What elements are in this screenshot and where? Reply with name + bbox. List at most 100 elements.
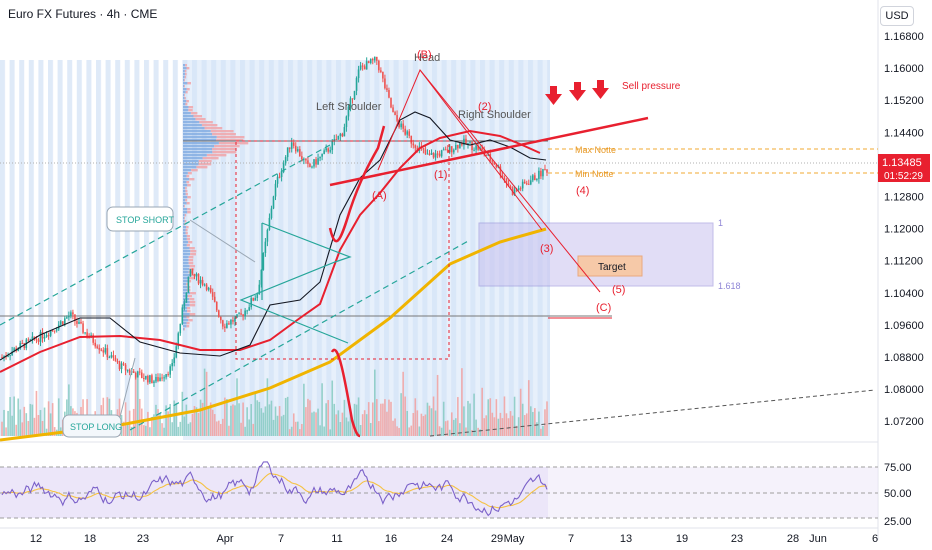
candle-body xyxy=(61,321,64,325)
volume-bar xyxy=(325,403,327,436)
volume-bar xyxy=(185,404,188,436)
volume-bar xyxy=(296,421,299,436)
candle-body xyxy=(177,333,180,347)
profile-bar xyxy=(183,88,187,91)
candle-body xyxy=(406,131,409,135)
candle-body xyxy=(3,355,5,358)
candle-body xyxy=(313,159,315,167)
candle-body xyxy=(319,156,321,159)
candle-body xyxy=(361,65,364,67)
volume-bar xyxy=(23,406,26,436)
profile-bar xyxy=(183,286,188,289)
stop-short-callout[interactable] xyxy=(106,206,256,263)
candle-body xyxy=(355,78,358,91)
currency-selector[interactable]: USD xyxy=(880,6,914,26)
profile-bar xyxy=(186,307,191,310)
candle-body xyxy=(238,313,240,315)
candle-body xyxy=(367,61,370,63)
volume-bar xyxy=(351,421,354,436)
candle-body xyxy=(181,307,184,324)
profile-bar xyxy=(183,139,217,142)
volume-bar xyxy=(367,402,370,436)
profile-bar xyxy=(183,136,217,139)
candle-body xyxy=(446,149,449,153)
candle-body xyxy=(147,375,149,383)
volume-bar xyxy=(489,398,492,436)
profile-bar xyxy=(183,154,207,157)
profile-bar xyxy=(188,106,194,109)
candle-body xyxy=(179,323,182,334)
candle-body xyxy=(503,177,506,179)
candle-body xyxy=(118,361,121,370)
profile-bar xyxy=(186,322,190,325)
candle-body xyxy=(428,153,431,155)
volume-bar xyxy=(203,368,206,436)
profile-bar xyxy=(184,85,185,88)
volume-bar xyxy=(250,404,253,436)
candle-body xyxy=(436,153,439,155)
volume-bar xyxy=(473,393,475,436)
volume-bar xyxy=(19,409,22,436)
volume-bar xyxy=(388,399,390,436)
profile-bar xyxy=(184,217,185,220)
candle-body xyxy=(519,188,522,190)
candle-body xyxy=(230,319,232,325)
profile-bar xyxy=(183,220,185,223)
candle-body xyxy=(491,160,494,162)
volume-bar xyxy=(187,423,190,436)
profile-bar xyxy=(201,124,218,127)
volume-bar xyxy=(497,418,500,436)
volume-bar xyxy=(292,413,295,436)
volume-bar xyxy=(363,410,366,436)
profile-bar xyxy=(198,163,212,166)
volume-bar xyxy=(260,408,263,436)
candle-body xyxy=(215,301,218,311)
profile-bar xyxy=(183,274,190,277)
down-arrow-icon xyxy=(592,80,609,99)
candle-body xyxy=(540,170,542,177)
candle-body xyxy=(276,176,279,184)
volume-bar xyxy=(201,402,204,436)
volume-bar xyxy=(21,422,24,436)
candle-body xyxy=(380,70,382,72)
candle-body xyxy=(422,147,425,150)
time-tick-label: 23 xyxy=(731,533,743,545)
target-zone[interactable] xyxy=(478,222,714,287)
candle-body xyxy=(369,58,372,63)
volume-bar xyxy=(124,402,127,436)
volume-bar xyxy=(337,410,340,436)
profile-bar xyxy=(186,235,190,238)
candle-body xyxy=(226,323,228,328)
profile-bar xyxy=(183,181,187,184)
candle-body xyxy=(72,312,74,315)
wave-path-b xyxy=(328,125,386,243)
profile-bar xyxy=(183,250,191,253)
candle-body xyxy=(213,296,216,302)
price-tick-label: 1.16800 xyxy=(884,31,924,43)
profile-bar xyxy=(183,166,197,169)
volume-bar xyxy=(436,374,439,436)
target-box[interactable] xyxy=(577,255,643,277)
candle-body xyxy=(331,141,334,151)
volume-bar xyxy=(301,423,303,436)
candle-body xyxy=(203,284,206,286)
stop-long-callout[interactable] xyxy=(62,357,136,438)
profile-bar xyxy=(183,190,186,193)
price-tick-label: 1.08000 xyxy=(884,384,924,396)
candle-body xyxy=(345,116,348,128)
profile-bar xyxy=(206,154,227,157)
volume-bar xyxy=(442,401,445,436)
price-tick-label: 1.12800 xyxy=(884,192,924,204)
candle-body xyxy=(236,314,238,318)
volume-bar xyxy=(471,429,473,436)
volume-bar xyxy=(299,429,301,436)
volume-bar xyxy=(217,420,220,436)
candle-body xyxy=(27,339,30,341)
candle-body xyxy=(359,65,362,70)
volume-bar xyxy=(155,404,157,436)
candle-body xyxy=(110,355,113,358)
candle-body xyxy=(339,133,342,136)
profile-bar xyxy=(186,244,190,247)
profile-bar xyxy=(183,97,185,100)
